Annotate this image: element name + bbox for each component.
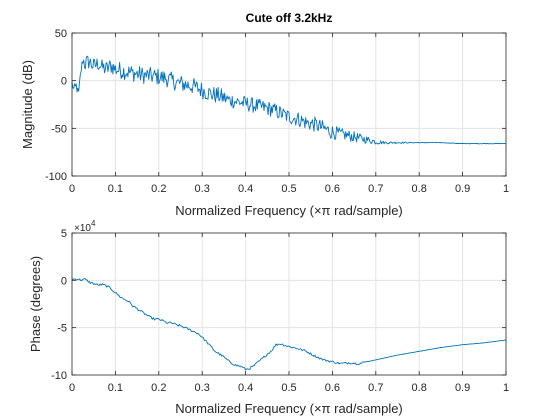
phase-x-tick-label: 1 [503,382,509,394]
magnitude-x-tick-label: 1 [503,183,509,195]
magnitude-x-tick-label: 0.4 [238,183,253,195]
magnitude-x-tick-label: 0.5 [281,183,296,195]
phase-x-tick-label: 0 [69,382,75,394]
magnitude-title: Cute off 3.2kHz [246,11,333,25]
phase-ticks: 0 0.1 0.2 0.3 0.4 0.5 0.6 0.7 0.8 0.9 1 -10 -5 0 5 [51,228,509,394]
magnitude-grid [72,33,506,176]
magnitude-x-tick-label: 0.7 [368,183,383,195]
phase-plot: 0 0.1 0.2 0.3 0.4 0.5 0.6 0.7 0.8 0.9 1 -10 -5 0 5 ×10… [28,219,509,416]
phase-x-label: Normalized Frequency (×π rad/sample) [175,401,403,416]
phase-x-tick-label: 0.9 [455,382,470,394]
phase-y-tick-label: -5 [57,323,67,335]
magnitude-ticks: 0 0.1 0.2 0.3 0.4 0.5 0.6 0.7 0.8 0.9 1 -100 -50 0 50 [45,28,509,195]
phase-x-tick-label: 0.3 [195,382,210,394]
phase-series-line [71,278,507,371]
magnitude-x-tick-label: 0.9 [455,183,470,195]
phase-grid [72,233,506,375]
magnitude-x-tick-label: 0.8 [412,183,427,195]
phase-y-tick-label: -10 [51,370,67,382]
phase-x-tick-label: 0.5 [281,382,296,394]
magnitude-y-label: Magnitude (dB) [20,60,35,149]
magnitude-y-tick-label: 50 [55,28,67,40]
magnitude-x-label: Normalized Frequency (×π rad/sample) [175,203,403,218]
magnitude-x-tick-label: 0 [69,183,75,195]
phase-y-tick-label: 5 [61,228,67,240]
phase-x-tick-label: 0.6 [325,382,340,394]
phase-x-tick-label: 0.7 [368,382,383,394]
magnitude-x-tick-label: 0.1 [108,183,123,195]
phase-y-label: Phase (degrees) [28,256,43,352]
magnitude-x-tick-label: 0.3 [195,183,210,195]
magnitude-x-tick-label: 0.2 [151,183,166,195]
magnitude-x-tick-label: 0.6 [325,183,340,195]
magnitude-y-tick-label: -50 [51,123,67,135]
magnitude-y-tick-label: 0 [61,76,67,88]
magnitude-plot: 0 0.1 0.2 0.3 0.4 0.5 0.6 0.7 0.8 0.9 1-100-50050 … [20,11,509,218]
phase-y-tick-label: 0 [61,275,67,287]
phase-x-tick-label: 0.2 [151,382,166,394]
magnitude-y-tick-label: -100 [45,171,67,183]
phase-x-tick-label: 0.4 [238,382,253,394]
magnitude-series-line [71,55,507,145]
phase-x-tick-label: 0.8 [412,382,427,394]
phase-y-multiplier: ×104 [74,219,96,234]
phase-x-tick-label: 0.1 [108,382,123,394]
